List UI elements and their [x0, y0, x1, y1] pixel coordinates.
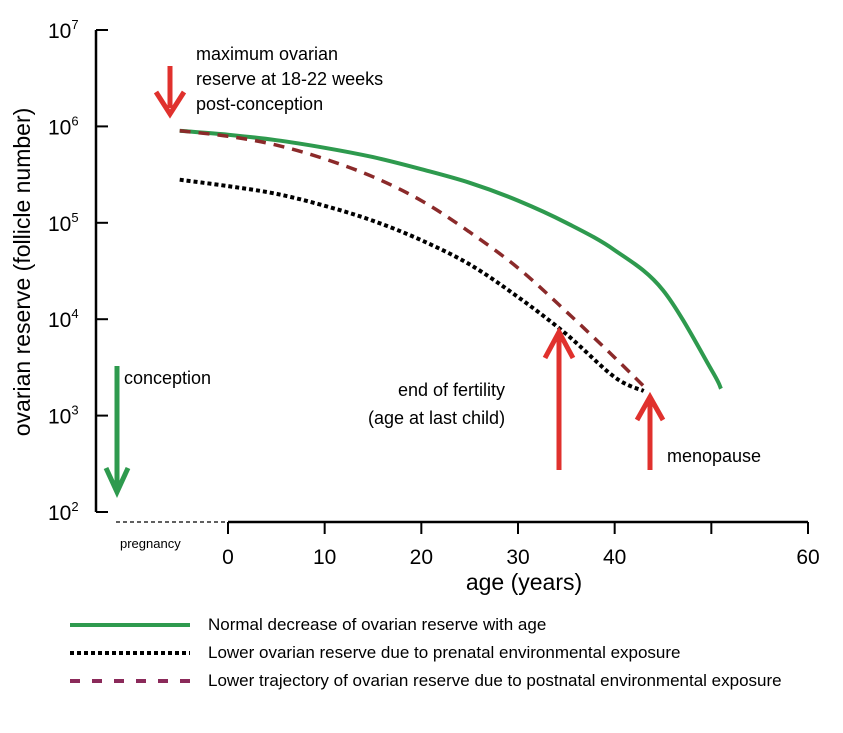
conception-annotation: conception: [103, 366, 211, 499]
series-line-dotted: [179, 177, 645, 393]
legend-swatch-dashed-brown: [70, 670, 190, 692]
pregnancy-label: pregnancy: [120, 536, 181, 551]
series-line-dashed: [179, 129, 650, 393]
x-tick-group: 0 10 20 30 40 60: [222, 522, 820, 569]
end-fertility-arrow-icon: [542, 326, 576, 470]
legend-label: Lower ovarian reserve due to prenatal en…: [208, 643, 681, 662]
series-line-solid: [179, 128, 723, 390]
y-tick-label: 106: [48, 113, 79, 139]
max-reserve-line-3: post-conception: [196, 94, 323, 114]
max-reserve-line-2: reserve at 18-22 weeks: [196, 69, 383, 89]
x-tick-label: 10: [313, 546, 336, 569]
y-tick-label: 103: [48, 403, 79, 429]
x-tick-label: 60: [796, 546, 819, 569]
legend: Normal decrease of ovarian reserve with …: [70, 614, 840, 698]
end-fertility-line-1: end of fertility: [398, 380, 505, 400]
legend-item-normal: Normal decrease of ovarian reserve with …: [70, 614, 840, 636]
series-group: [179, 128, 723, 393]
x-tick-label: 40: [603, 546, 626, 569]
menopause-label: menopause: [667, 446, 761, 466]
y-tick-label: 107: [48, 17, 79, 43]
x-axis-label: age (years): [466, 569, 582, 595]
y-tick-label: 105: [48, 210, 79, 236]
legend-item-postnatal: Lower trajectory of ovarian reserve due …: [70, 670, 840, 692]
x-tick-label: 0: [222, 546, 234, 569]
ovarian-reserve-chart: 102 103 104 105 106 107 0 10 20 30 40 60 age (year…: [9, 17, 820, 595]
legend-label: Lower trajectory of ovarian reserve due …: [208, 671, 782, 690]
end-fertility-annotation: end of fertility (age at last child): [368, 326, 576, 470]
legend-swatch-dotted-black: [70, 642, 190, 664]
end-fertility-line-2: (age at last child): [368, 408, 505, 428]
legend-label: Normal decrease of ovarian reserve with …: [208, 615, 547, 634]
conception-label: conception: [124, 368, 211, 388]
y-tick-label: 102: [48, 499, 79, 525]
x-tick-label: 30: [506, 546, 529, 569]
max-reserve-arrow-icon: [153, 66, 187, 119]
max-reserve-line-1: maximum ovarian: [196, 44, 338, 64]
y-tick-label: 104: [48, 306, 79, 332]
conception-arrow-icon: [103, 366, 131, 499]
legend-swatch-solid-green: [70, 614, 190, 636]
menopause-arrow-icon: [634, 391, 666, 470]
legend-item-prenatal: Lower ovarian reserve due to prenatal en…: [70, 642, 840, 664]
x-tick-label: 20: [410, 546, 433, 569]
max-reserve-annotation: maximum ovarian reserve at 18-22 weeks p…: [153, 44, 383, 119]
y-axis-label: ovarian reserve (follicle number): [9, 108, 35, 437]
y-tick-group: 102 103 104 105 106 107: [48, 17, 108, 525]
menopause-annotation: menopause: [634, 391, 761, 470]
